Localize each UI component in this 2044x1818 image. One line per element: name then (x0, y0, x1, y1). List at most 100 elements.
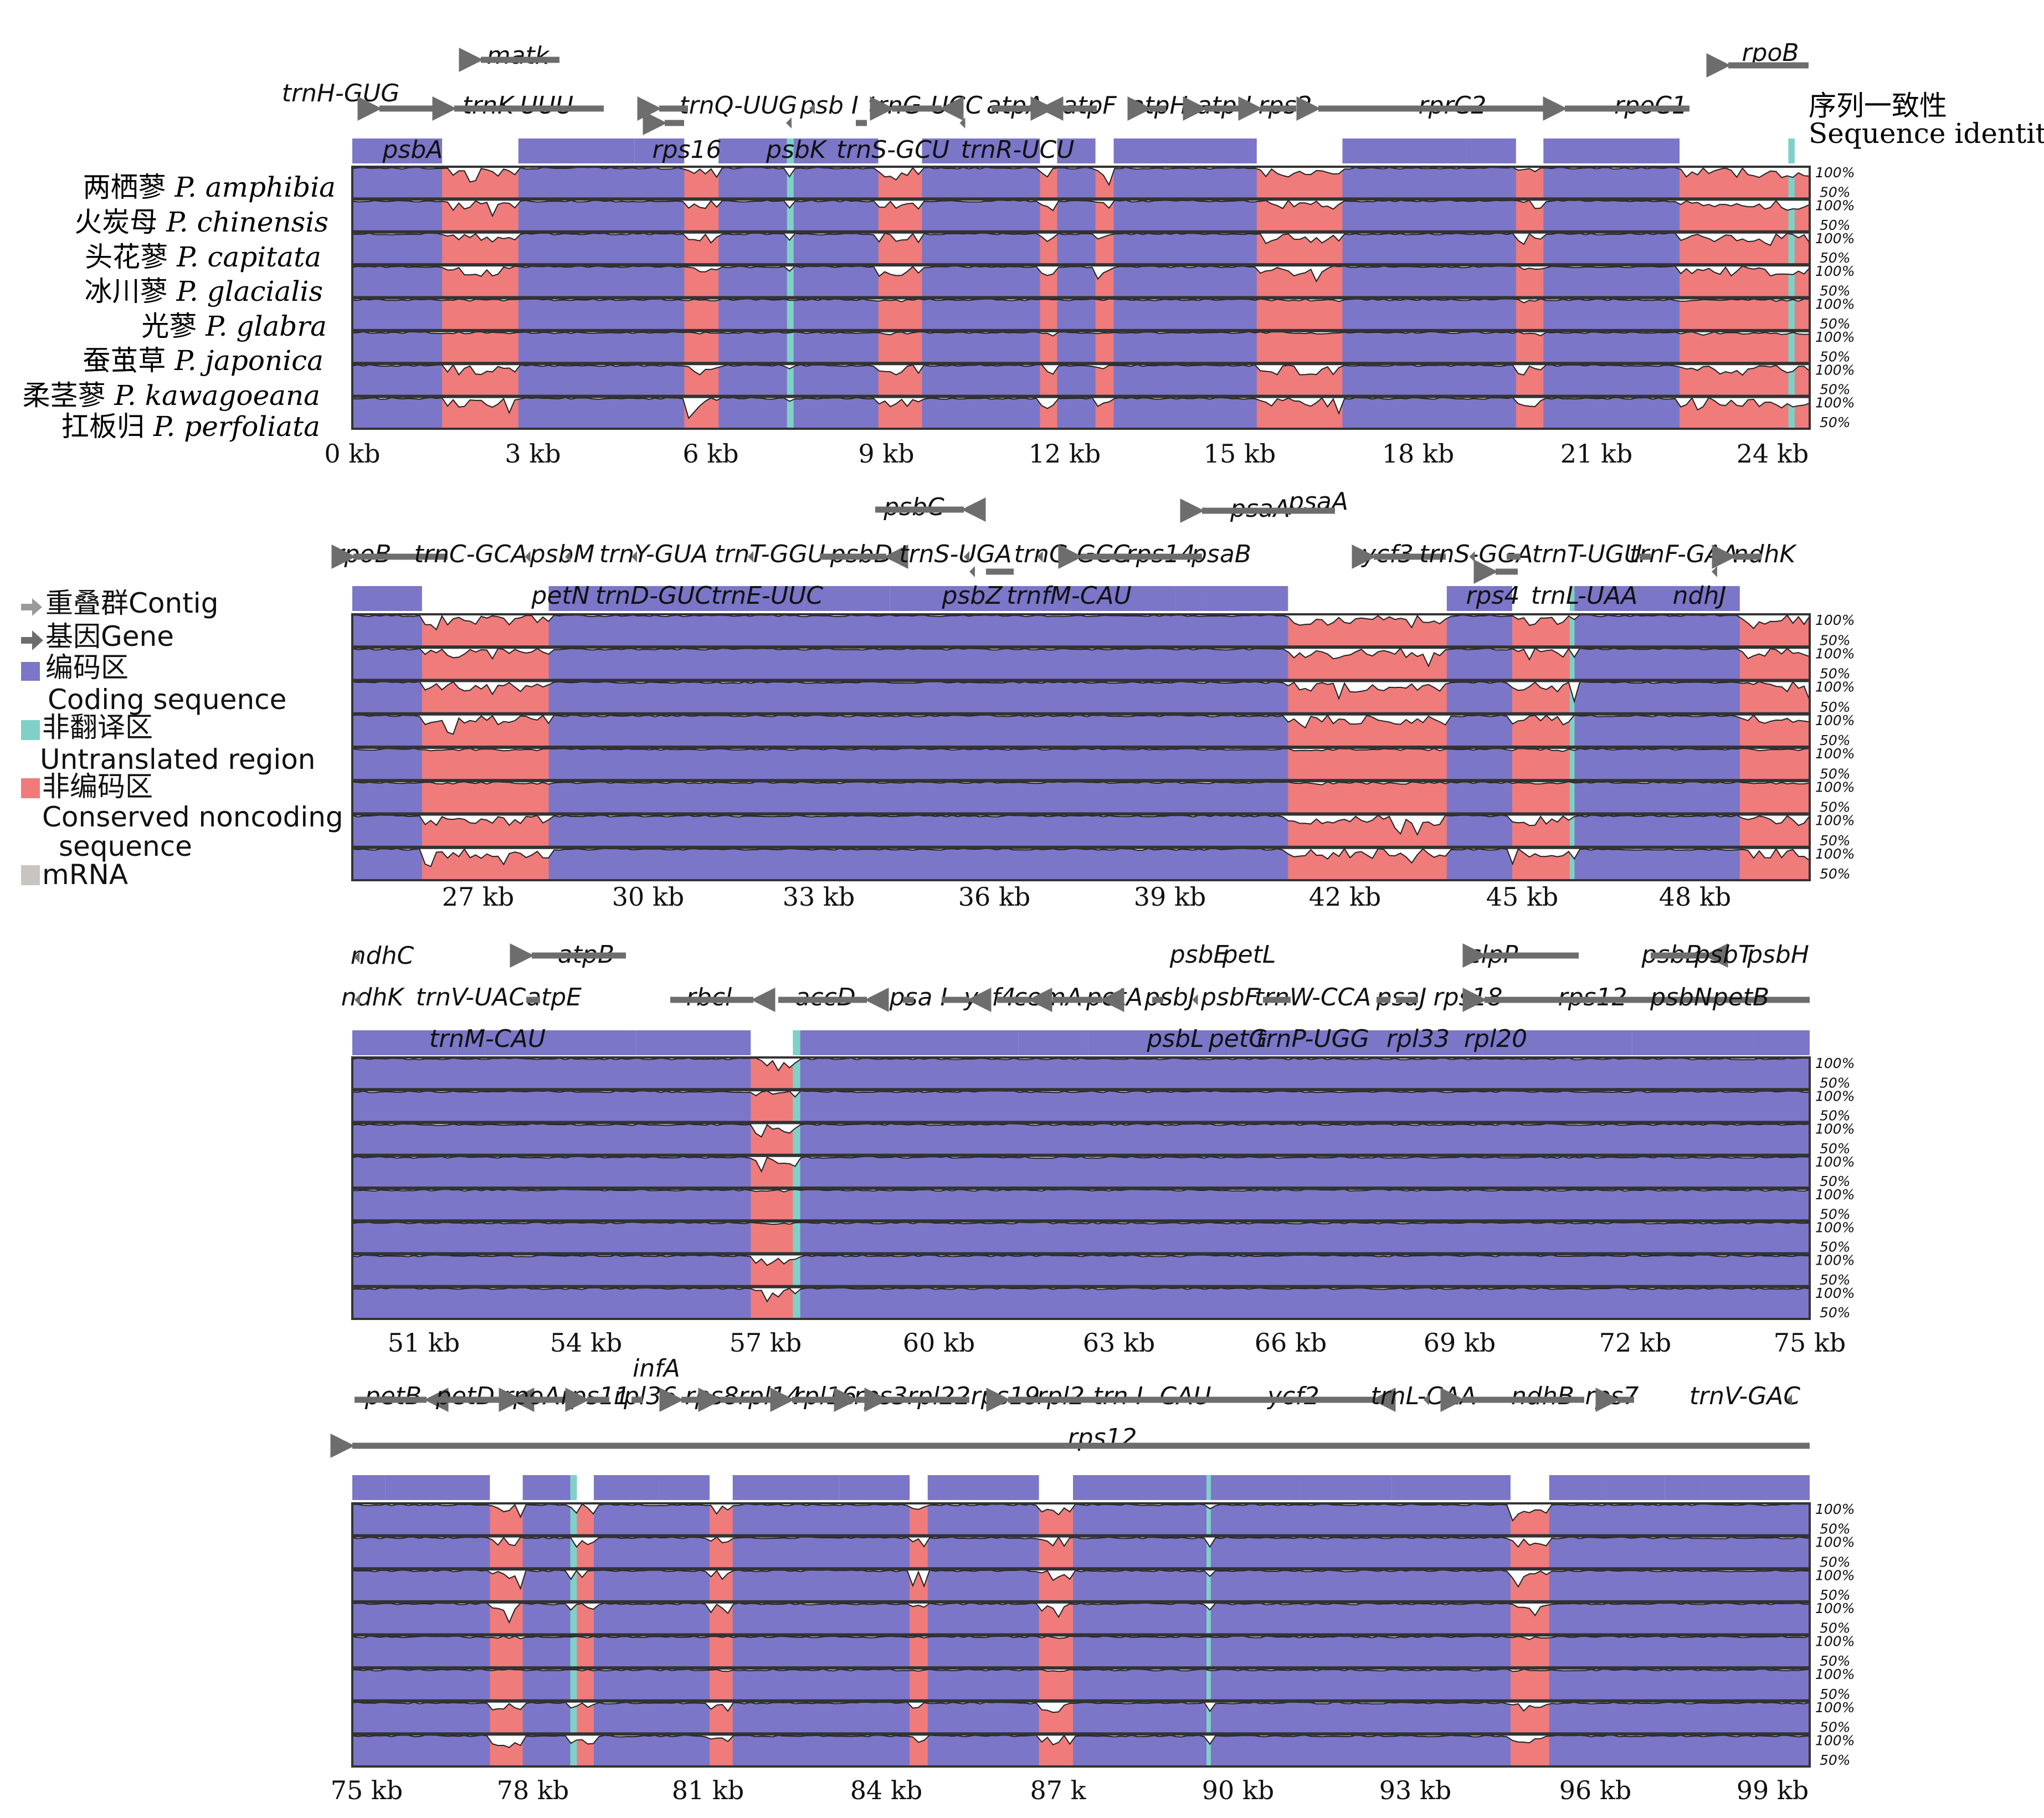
gene-arrow (786, 117, 792, 129)
pct-50-label: 50% (1820, 766, 1851, 782)
gene-label: trnH-GUG (282, 79, 400, 107)
coding-region (1330, 1222, 1483, 1253)
gene-label: rps3 (854, 1382, 908, 1410)
coding-region (718, 364, 788, 396)
coding-annotation-block (1482, 1030, 1632, 1055)
utr-region (793, 1222, 801, 1253)
utr-region (787, 397, 794, 428)
pct-100-label: 100% (1815, 395, 1855, 411)
coding-region (1482, 1189, 1633, 1220)
coding-region (659, 1570, 710, 1601)
coding-region (659, 1504, 710, 1535)
pct-50-label: 50% (1820, 1206, 1851, 1222)
legend-label: 重叠群Contig (45, 587, 218, 619)
utr-swatch (21, 720, 40, 740)
pct-100-label: 100% (1815, 645, 1855, 661)
coding-region (718, 266, 788, 297)
coding-region (518, 233, 635, 264)
coding-annotation-block (922, 138, 1040, 163)
coding-annotation-block (457, 1030, 485, 1055)
coding-region (1482, 1156, 1633, 1187)
species-track (351, 613, 1811, 648)
coding-region (457, 1156, 485, 1187)
coding-region (1018, 1123, 1089, 1154)
utr-region (570, 1669, 577, 1700)
coding-region (800, 1156, 937, 1187)
identity-gap-area (352, 364, 1810, 376)
axis-tick-label: 30 kb (612, 882, 684, 912)
coding-region (1202, 748, 1288, 780)
identity-gap-area (352, 167, 1810, 185)
contig-arrow-icon (21, 598, 42, 616)
gene-label: psbT (1694, 941, 1755, 969)
coding-region (1665, 1702, 1703, 1733)
gene-label: trnS-UGA (899, 540, 1011, 568)
noncoding-region (1516, 331, 1544, 363)
coding-region (1018, 1255, 1089, 1286)
species-label: 光蓼 P. glabra (141, 310, 327, 342)
species-track (351, 166, 1811, 200)
coding-region (1330, 1189, 1483, 1220)
coding-region (1330, 1287, 1483, 1318)
identity-curve (352, 814, 1810, 836)
coding-region (1342, 397, 1467, 428)
coding-region (634, 233, 685, 264)
coding-region (352, 1669, 386, 1700)
identity-gap-area (352, 615, 1810, 630)
utr-region (1788, 233, 1795, 264)
coding-region (1574, 848, 1708, 880)
coding-annotation-block (1632, 1030, 1754, 1055)
coding-region (922, 266, 1040, 297)
coding-region (1202, 782, 1288, 813)
coding-region (522, 1669, 571, 1700)
coding-region (1014, 681, 1067, 713)
gene-label: petB (1712, 983, 1769, 1011)
coding-region (1543, 266, 1680, 297)
coding-region (659, 1735, 710, 1766)
gene-arrow (1192, 994, 1198, 1005)
gene-arrow (1786, 1394, 1792, 1405)
coding-region (1574, 715, 1708, 746)
coding-region (1707, 648, 1740, 680)
gene-label: rpl36 (614, 1382, 677, 1410)
coding-region (548, 715, 664, 746)
coding-region (927, 1603, 1040, 1634)
legend-label: 基因Gene (45, 620, 174, 653)
axis-tick-label: 93 kb (1379, 1775, 1451, 1805)
noncoding-region (751, 1222, 772, 1253)
coding-region (718, 167, 788, 198)
noncoding-region (1288, 782, 1369, 813)
pct-50-label: 50% (1820, 1752, 1851, 1768)
coding-region (636, 1287, 751, 1318)
pct-100-label: 100% (1815, 1666, 1855, 1682)
coding-region (718, 299, 788, 330)
coding-annotation-block (1175, 586, 1203, 611)
noncoding-region (684, 331, 719, 363)
coding-region (732, 1603, 840, 1634)
track-frame (351, 846, 1811, 881)
coding-region (352, 1735, 386, 1766)
gene-label: psbM (530, 540, 595, 568)
noncoding-region (1324, 299, 1343, 330)
coding-region (1300, 1504, 1393, 1535)
coding-region (1543, 167, 1680, 198)
legend-label: 编码区 (45, 651, 129, 684)
coding-region (352, 1255, 458, 1286)
coding-region (1057, 200, 1096, 231)
noncoding-region (577, 1669, 594, 1700)
coding-region (1601, 1702, 1666, 1733)
species-track (351, 680, 1811, 715)
species-track (351, 231, 1811, 266)
coding-region (800, 1123, 937, 1154)
coding-region (1482, 1091, 1633, 1122)
coding-region (543, 1058, 636, 1089)
pct-100-label: 100% (1815, 779, 1855, 795)
coding-region (352, 1636, 386, 1667)
coding-annotation-block (1466, 138, 1516, 163)
coding-region (922, 397, 1040, 428)
axis-tick-label: 39 kb (1134, 882, 1206, 912)
coding-region (1466, 167, 1517, 198)
legend-label: 非翻译区 (42, 711, 153, 743)
gene-arrow (631, 551, 637, 562)
coding-region (1073, 1537, 1207, 1568)
